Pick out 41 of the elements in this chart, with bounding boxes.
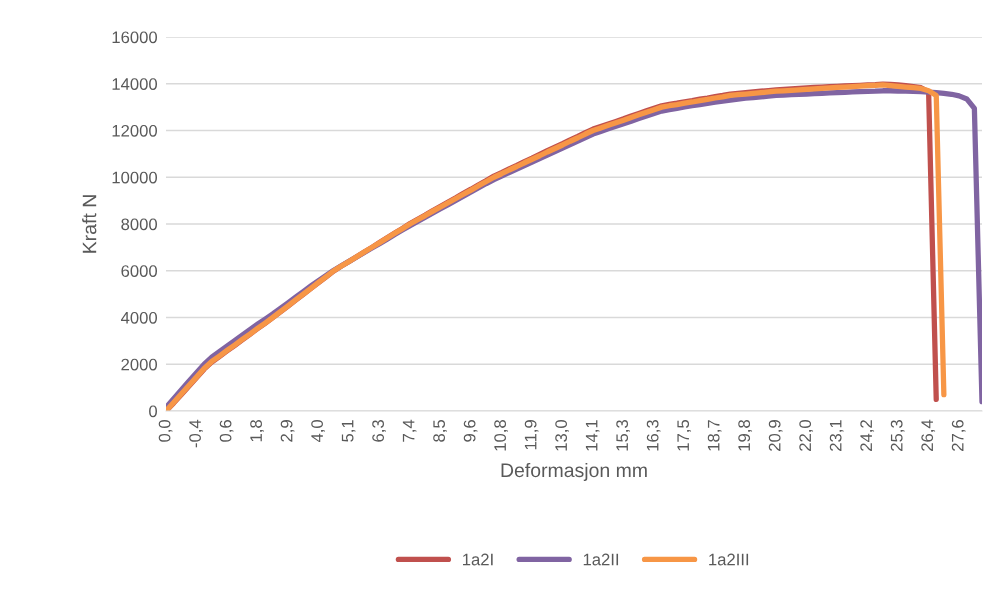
legend-label: 1a2I (463, 553, 493, 566)
x-tick-label: 9,6 (463, 420, 478, 442)
y-tick-label: 10000 (112, 171, 158, 184)
x-tick-label: 25,3 (890, 420, 905, 451)
x-tick-label: 7,4 (402, 419, 417, 442)
x-tick-label: 5,1 (341, 420, 356, 442)
x-tick-label: 23,1 (829, 420, 844, 451)
x-tick-label: 4,0 (311, 419, 325, 443)
x-tick-label: 1,8 (250, 420, 264, 442)
x-tick-label: 22,0 (799, 419, 814, 451)
x-tick-label: 13,0 (555, 419, 569, 451)
x-tick-label: 18,7 (707, 420, 722, 451)
x-tick-label: 14,1 (585, 420, 600, 451)
y-tick-label: 14000 (112, 78, 158, 90)
x-tick-label: 17,5 (677, 420, 692, 451)
x-tick-label: 27,6 (951, 420, 966, 451)
x-tick-label: 0,0 (158, 419, 173, 442)
legend-label: 1a2II (583, 553, 619, 566)
y-tick-label: 8000 (121, 218, 158, 231)
x-tick-label: 10,8 (494, 420, 508, 451)
x-tick-label: 8,5 (433, 420, 447, 442)
x-tick-label: 0,6 (219, 420, 234, 442)
y-tick-label: 4000 (120, 311, 158, 324)
x-tick-label: 6,3 (372, 420, 386, 442)
x-tick-label: 2,9 (280, 420, 295, 442)
x-tick-label: 15,3 (616, 420, 631, 451)
x-tick-label: 11,9 (524, 420, 539, 450)
y-tick-label: 6000 (121, 265, 158, 277)
legend-label: 1a2III (709, 553, 749, 566)
x-tick-label: 20,9 (768, 420, 783, 451)
y-tick-label: 2000 (121, 358, 158, 371)
x-tick-label: 16,3 (646, 420, 661, 451)
y-axis-title: Kraft N (82, 195, 97, 253)
x-tick-label: 26,4 (921, 419, 936, 451)
x-tick-label: 19,8 (738, 420, 753, 451)
y-tick-label: 0 (149, 405, 158, 418)
y-tick-label: 12000 (112, 124, 158, 137)
x-tick-label: 24,2 (860, 420, 875, 451)
x-tick-label: -0,4 (189, 419, 203, 448)
x-axis-title: Deformasjon mm (501, 462, 647, 482)
y-tick-label: 16000 (112, 31, 158, 44)
